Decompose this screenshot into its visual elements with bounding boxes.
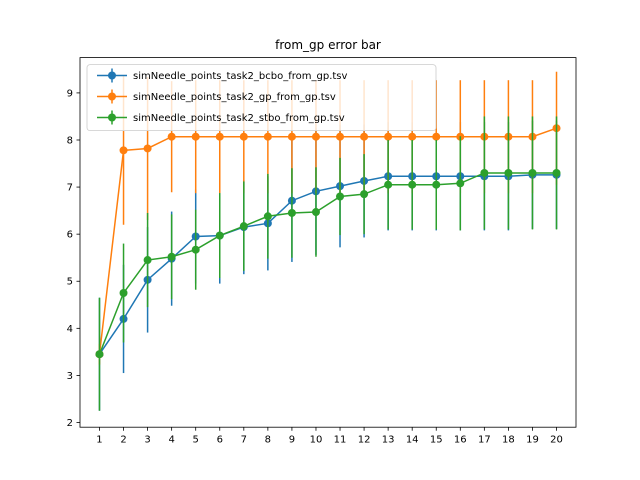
chart-title: from_gp error bar: [275, 38, 381, 52]
y-tick-label: 8: [67, 135, 73, 146]
data-point: [191, 245, 200, 254]
x-tick-label: 14: [406, 435, 419, 446]
data-point: [480, 168, 489, 177]
x-tick-label: 10: [310, 435, 323, 446]
data-point: [191, 132, 200, 141]
data-point: [408, 180, 417, 189]
x-axis: 1 2 3 4 5 6 7 8 9 10 11 12 13 14 15 16 17 18 19 20: [96, 427, 563, 446]
data-point: [239, 222, 248, 231]
x-tick-label: 13: [382, 435, 395, 446]
legend-marker: [108, 71, 116, 80]
x-tick-label: 17: [478, 435, 491, 446]
data-point: [384, 132, 393, 141]
data-point: [119, 289, 128, 298]
y-tick-label: 5: [67, 277, 73, 288]
data-point: [287, 132, 296, 141]
y-tick-label: 9: [67, 88, 73, 99]
data-point: [263, 212, 272, 221]
y-tick-label: 3: [67, 371, 73, 382]
series-line: [98, 127, 557, 355]
x-tick-label: 15: [430, 435, 443, 446]
y-tick-label: 7: [67, 183, 73, 194]
legend-label: simNeedle_points_task2_stbo_from_gp.tsv: [133, 113, 345, 124]
data-point: [504, 168, 513, 177]
x-tick-label: 8: [265, 435, 271, 446]
data-point: [143, 144, 152, 153]
data-point: [263, 132, 272, 141]
data-point: [552, 168, 561, 177]
data-point: [432, 180, 441, 189]
data-point: [528, 168, 537, 177]
data-point: [287, 208, 296, 217]
x-tick-label: 2: [120, 435, 126, 446]
data-point: [336, 132, 345, 141]
x-tick-label: 16: [454, 435, 467, 446]
data-point: [215, 231, 224, 240]
x-tick-label: 11: [334, 435, 347, 446]
data-point: [336, 192, 345, 201]
data-point: [311, 208, 320, 217]
data-point: [239, 132, 248, 141]
data-point: [119, 146, 128, 155]
x-tick-label: 5: [193, 435, 199, 446]
data-point: [360, 190, 369, 199]
legend-label: simNeedle_points_task2_bcbo_from_gp.tsv: [133, 71, 348, 82]
x-tick-label: 20: [550, 435, 563, 446]
x-tick-label: 12: [358, 435, 371, 446]
x-tick-label: 6: [217, 435, 223, 446]
x-tick-label: 4: [168, 435, 174, 446]
data-point: [456, 179, 465, 188]
axes-frame: [79, 57, 577, 428]
legend-item: simNeedle_points_task2_stbo_from_gp.tsv: [97, 110, 345, 125]
x-tick-label: 18: [502, 435, 515, 446]
legend-item: simNeedle_points_task2_gp_from_gp.tsv: [97, 89, 336, 104]
legend-marker: [108, 92, 116, 101]
data-point: [143, 256, 152, 265]
x-tick-label: 9: [289, 435, 295, 446]
y-tick-label: 6: [67, 230, 73, 241]
data-point: [167, 132, 176, 141]
data-point: [167, 252, 176, 261]
x-tick-label: 19: [526, 435, 539, 446]
data-point: [95, 350, 104, 359]
data-point: [311, 132, 320, 141]
legend-marker: [108, 113, 116, 122]
y-tick-label: 2: [67, 418, 73, 429]
data-point: [215, 132, 224, 141]
data-point: [360, 132, 369, 141]
legend-item: simNeedle_points_task2_bcbo_from_gp.tsv: [97, 68, 348, 83]
y-axis: 2 3 4 5 6 7 8 9: [67, 88, 80, 429]
x-tick-label: 3: [144, 435, 150, 446]
data-point: [408, 132, 417, 141]
data-point: [384, 180, 393, 189]
series-line: [98, 172, 557, 355]
x-tick-label: 7: [241, 435, 247, 446]
series-3: [95, 116, 561, 411]
legend-box: [86, 64, 437, 131]
legend-label: simNeedle_points_task2_gp_from_gp.tsv: [133, 92, 336, 103]
legend: simNeedle_points_task2_bcbo_from_gp.tsvs…: [86, 64, 437, 131]
x-tick-label: 1: [96, 435, 102, 446]
data-point: [432, 132, 441, 141]
y-tick-label: 4: [67, 324, 73, 335]
